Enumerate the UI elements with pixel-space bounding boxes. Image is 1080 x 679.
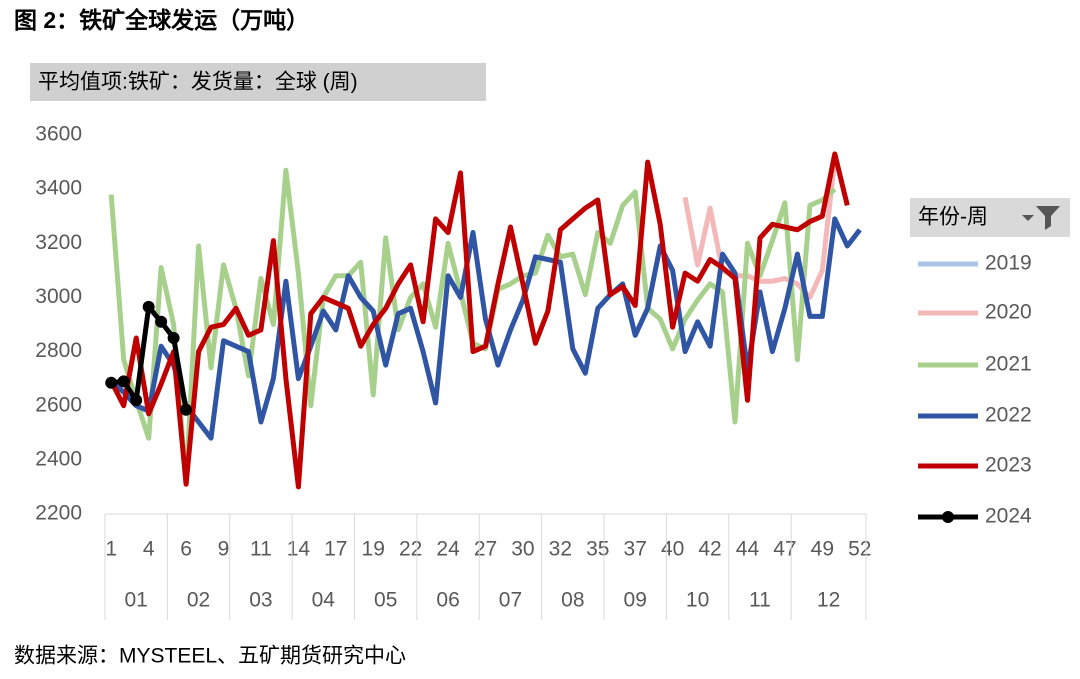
x-tick-label: 44	[736, 538, 760, 561]
point-marker	[180, 403, 193, 416]
source-note: 数据来源：MYSTEEL、五矿期货研究中心	[14, 645, 406, 668]
group-label: 11	[749, 589, 771, 612]
group-label: 09	[624, 589, 647, 612]
x-tick-label: 40	[661, 538, 684, 561]
y-tick-label: 3200	[35, 231, 82, 254]
legend-label: 2023	[985, 454, 1032, 477]
group-label: 04	[312, 589, 336, 612]
x-tick-label: 22	[399, 538, 422, 561]
x-tick-label: 17	[324, 538, 347, 561]
series-line	[108, 151, 850, 490]
legend-header[interactable]	[910, 198, 1070, 237]
y-tick-label: 3600	[35, 123, 82, 146]
chart-subtitle: 平均值项:铁矿：发货量：全球 (周)	[38, 71, 358, 94]
y-tick-label: 2400	[35, 447, 82, 470]
x-tick-label: 52	[848, 538, 871, 561]
point-marker	[130, 394, 143, 407]
point-marker	[142, 300, 155, 313]
y-tick-label: 2800	[35, 339, 82, 362]
x-tick-label: 4	[143, 538, 155, 561]
series-line	[109, 216, 862, 441]
point-marker	[105, 376, 118, 389]
x-tick-label: 37	[624, 538, 647, 561]
group-label: 01	[125, 589, 148, 612]
field-button	[30, 63, 486, 101]
x-tick-label: 19	[362, 538, 385, 561]
x-tick-label: 6	[180, 538, 192, 561]
chart-title: 图 2：铁矿全球发运（万吨）	[14, 7, 309, 33]
legend-label: 2020	[985, 301, 1032, 324]
legend-title: 年份-周	[918, 206, 988, 229]
legend-label: 2021	[985, 353, 1032, 376]
x-tick-label: 14	[287, 538, 311, 561]
legend-label: 2022	[985, 404, 1032, 427]
x-tick-label: 24	[436, 538, 460, 561]
y-tick-label: 3000	[35, 285, 82, 308]
y-tick-label: 3400	[35, 177, 82, 200]
group-label: 05	[374, 589, 397, 612]
legend-label: 2024	[985, 505, 1032, 528]
group-label: 02	[187, 589, 210, 612]
x-tick-label: 47	[773, 538, 796, 561]
x-tick-label: 9	[218, 538, 230, 561]
filter-icon	[1022, 206, 1060, 230]
y-tick-label: 2600	[35, 393, 82, 416]
x-tick-label: 42	[698, 538, 721, 561]
x-tick-label: 49	[811, 538, 834, 561]
group-label: 08	[561, 589, 584, 612]
x-tick-label: 1	[105, 538, 117, 561]
group-label: 07	[499, 589, 522, 612]
series-line	[682, 159, 838, 300]
x-tick-label: 30	[511, 538, 534, 561]
point-marker	[117, 375, 130, 388]
y-tick-label: 2200	[35, 502, 82, 525]
legend-marker	[942, 511, 954, 523]
x-tick-label: 11	[250, 538, 272, 561]
legend-label: 2019	[985, 252, 1032, 275]
group-label: 03	[249, 589, 272, 612]
x-tick-label: 32	[549, 538, 572, 561]
group-label: 12	[817, 589, 840, 612]
x-tick-label: 27	[474, 538, 497, 561]
point-marker	[155, 315, 168, 328]
group-label: 10	[686, 589, 709, 612]
group-label: 06	[436, 589, 459, 612]
point-marker	[167, 332, 180, 345]
x-tick-label: 35	[586, 538, 609, 561]
